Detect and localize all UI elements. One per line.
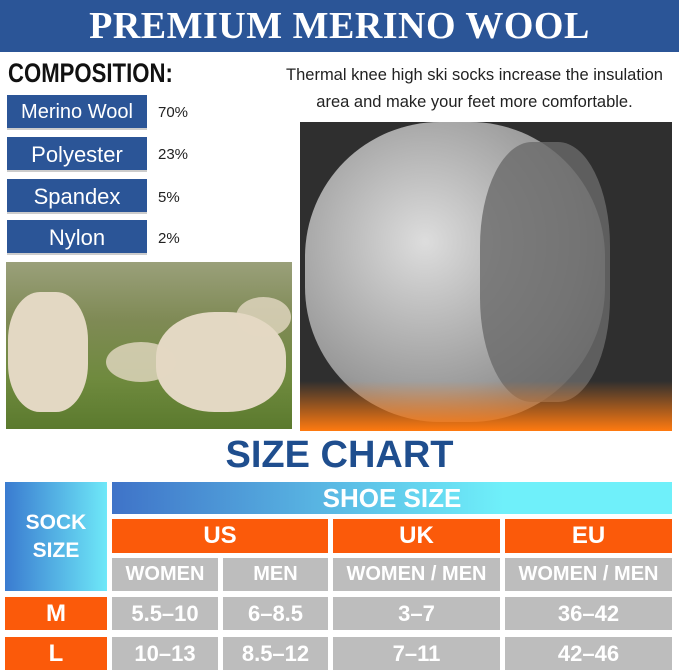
material-label: Merino Wool	[7, 95, 147, 130]
shoe-size-header: SHOE SIZE	[112, 482, 672, 514]
subheader-eu: WOMEN / MEN	[505, 558, 672, 591]
material-percent: 2%	[158, 230, 180, 247]
sock-size-l: L	[5, 637, 107, 670]
material-percent: 23%	[158, 146, 189, 163]
size-chart-title: SIZE CHART	[225, 434, 454, 476]
table-cell: 10–13	[112, 637, 218, 670]
composition-title: COMPOSITION:	[8, 58, 173, 88]
region-uk: UK	[333, 519, 500, 553]
sock-size-header: SOCK SIZE	[5, 482, 107, 591]
table-cell: 36–42	[505, 597, 672, 630]
table-cell: 5.5–10	[112, 597, 218, 630]
material-label: Nylon	[7, 220, 147, 255]
material-percent: 5%	[158, 189, 180, 206]
material-label: Spandex	[7, 179, 147, 214]
subheader-us-men: MEN	[223, 558, 328, 591]
material-percent: 70%	[158, 104, 189, 121]
description: Thermal knee high ski socks increase the…	[286, 66, 663, 111]
subheader-uk: WOMEN / MEN	[333, 558, 500, 591]
table-cell: 7–11	[333, 637, 500, 670]
subheader-us-women: WOMEN	[112, 558, 218, 591]
table-cell: 3–7	[333, 597, 500, 630]
region-us: US	[112, 519, 328, 553]
region-eu: EU	[505, 519, 672, 553]
material-label: Polyester	[7, 137, 147, 172]
table-cell: 8.5–12	[223, 637, 328, 670]
sock-size-m: M	[5, 597, 107, 630]
table-cell: 42–46	[505, 637, 672, 670]
sheep-photo	[6, 262, 292, 429]
page-title: PREMIUM MERINO WOOL	[0, 0, 679, 52]
table-cell: 6–8.5	[223, 597, 328, 630]
sock-photo	[300, 122, 672, 431]
